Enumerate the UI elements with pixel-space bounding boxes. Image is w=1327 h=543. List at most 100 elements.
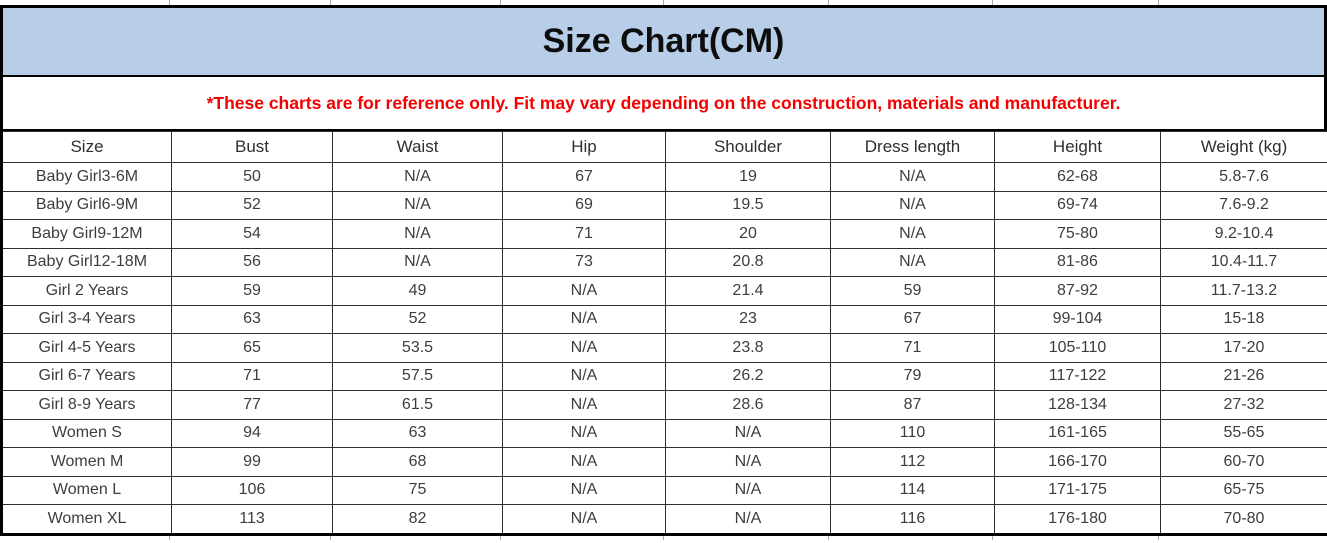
size-label-cell: Girl 8-9 Years (1, 390, 172, 420)
measurement-cell: 75-80 (994, 219, 1161, 249)
measurement-cell: 63 (171, 304, 333, 334)
grid-strip-cell (170, 535, 331, 540)
measurement-cell: N/A (332, 162, 503, 192)
column-header-waist: Waist (332, 131, 503, 163)
measurement-cell: 19 (665, 162, 831, 192)
measurement-cell: N/A (502, 475, 666, 505)
size-table: Size Bust Waist Hip Shoulder Dress length Heig… (0, 131, 1327, 536)
table-body: Baby Girl3-6M 50 N/A 67 19 N/A 62-68 5.8-7.6 Bab… (1, 162, 1327, 535)
measurement-cell: 94 (171, 418, 333, 448)
measurement-cell: 59 (830, 276, 995, 306)
grid-strip-cell (993, 0, 1159, 5)
table-row: Women S 94 63 N/A N/A 110 161-165 55-65 (1, 418, 1327, 448)
measurement-cell: 79 (830, 361, 995, 391)
measurement-cell: 87-92 (994, 276, 1161, 306)
size-label-cell: Baby Girl6-9M (1, 190, 172, 220)
measurement-cell: 67 (830, 304, 995, 334)
measurement-cell: N/A (332, 190, 503, 220)
grid-strip-cell (331, 535, 501, 540)
measurement-cell: 62-68 (994, 162, 1161, 192)
grid-strip-cell (829, 0, 993, 5)
measurement-cell: N/A (502, 361, 666, 391)
measurement-cell: 176-180 (994, 504, 1161, 535)
measurement-cell: 15-18 (1160, 304, 1327, 334)
table-row: Girl 2 Years 59 49 N/A 21.4 59 87-92 11.7-13.2 (1, 276, 1327, 306)
measurement-cell: N/A (502, 276, 666, 306)
size-label-cell: Baby Girl12-18M (1, 247, 172, 277)
measurement-cell: 52 (332, 304, 503, 334)
size-label-cell: Girl 2 Years (1, 276, 172, 306)
page-title: Size Chart(CM) (542, 22, 785, 60)
size-label-cell: Women XL (1, 504, 172, 535)
measurement-cell: 52 (171, 190, 333, 220)
measurement-cell: 5.8-7.6 (1160, 162, 1327, 192)
measurement-cell: N/A (502, 504, 666, 535)
grid-strip-cell (664, 0, 829, 5)
measurement-cell: 65-75 (1160, 475, 1327, 505)
measurement-cell: N/A (830, 190, 995, 220)
grid-strip-cell (829, 535, 993, 540)
table-row: Girl 6-7 Years 71 57.5 N/A 26.2 79 117-122 21-2… (1, 361, 1327, 391)
column-header-size: Size (1, 131, 172, 163)
table-row: Baby Girl6-9M 52 N/A 69 19.5 N/A 69-74 7.6-9.2 (1, 190, 1327, 220)
table-row: Baby Girl9-12M 54 N/A 71 20 N/A 75-80 9.2-10.4 (1, 219, 1327, 249)
size-label-cell: Women L (1, 475, 172, 505)
grid-strip-cell (0, 0, 170, 5)
measurement-cell: 71 (830, 333, 995, 363)
column-header-weight-kg: Weight (kg) (1160, 131, 1327, 163)
measurement-cell: 69-74 (994, 190, 1161, 220)
measurement-cell: N/A (665, 418, 831, 448)
measurement-cell: 57.5 (332, 361, 503, 391)
table-row: Baby Girl12-18M 56 N/A 73 20.8 N/A 81-86 10.4-1… (1, 247, 1327, 277)
measurement-cell: 20 (665, 219, 831, 249)
disclaimer-row: *These charts are for reference only. Fi… (0, 77, 1327, 131)
measurement-cell: 63 (332, 418, 503, 448)
measurement-cell: N/A (332, 219, 503, 249)
column-header-dress-length: Dress length (830, 131, 995, 163)
measurement-cell: 49 (332, 276, 503, 306)
measurement-cell: 10.4-11.7 (1160, 247, 1327, 277)
measurement-cell: N/A (502, 418, 666, 448)
measurement-cell: 69 (502, 190, 666, 220)
measurement-cell: 71 (502, 219, 666, 249)
measurement-cell: 77 (171, 390, 333, 420)
measurement-cell: 65 (171, 333, 333, 363)
measurement-cell: 81-86 (994, 247, 1161, 277)
measurement-cell: 110 (830, 418, 995, 448)
measurement-cell: 68 (332, 447, 503, 477)
measurement-cell: 87 (830, 390, 995, 420)
title-band: Size Chart(CM) (0, 5, 1327, 77)
measurement-cell: 21.4 (665, 276, 831, 306)
measurement-cell: 54 (171, 219, 333, 249)
measurement-cell: 23 (665, 304, 831, 334)
size-label-cell: Girl 3-4 Years (1, 304, 172, 334)
measurement-cell: 11.7-13.2 (1160, 276, 1327, 306)
measurement-cell: 114 (830, 475, 995, 505)
measurement-cell: 166-170 (994, 447, 1161, 477)
table-row: Girl 4-5 Years 65 53.5 N/A 23.8 71 105-110 17-2… (1, 333, 1327, 363)
table-row: Women XL 113 82 N/A N/A 116 176-180 70-80 (1, 504, 1327, 535)
measurement-cell: N/A (665, 475, 831, 505)
measurement-cell: 60-70 (1160, 447, 1327, 477)
measurement-cell: 106 (171, 475, 333, 505)
measurement-cell: 9.2-10.4 (1160, 219, 1327, 249)
size-label-cell: Women M (1, 447, 172, 477)
bottom-grid-strip (0, 535, 1327, 540)
measurement-cell: 105-110 (994, 333, 1161, 363)
size-label-cell: Girl 4-5 Years (1, 333, 172, 363)
measurement-cell: 171-175 (994, 475, 1161, 505)
measurement-cell: 161-165 (994, 418, 1161, 448)
table-row: Women M 99 68 N/A N/A 112 166-170 60-70 (1, 447, 1327, 477)
measurement-cell: 26.2 (665, 361, 831, 391)
measurement-cell: N/A (502, 333, 666, 363)
measurement-cell: 53.5 (332, 333, 503, 363)
measurement-cell: 50 (171, 162, 333, 192)
measurement-cell: N/A (830, 247, 995, 277)
measurement-cell: 82 (332, 504, 503, 535)
measurement-cell: 19.5 (665, 190, 831, 220)
grid-strip-cell (1159, 536, 1327, 540)
measurement-cell: 113 (171, 504, 333, 535)
measurement-cell: 27-32 (1160, 390, 1327, 420)
size-label-cell: Girl 6-7 Years (1, 361, 172, 391)
measurement-cell: 17-20 (1160, 333, 1327, 363)
